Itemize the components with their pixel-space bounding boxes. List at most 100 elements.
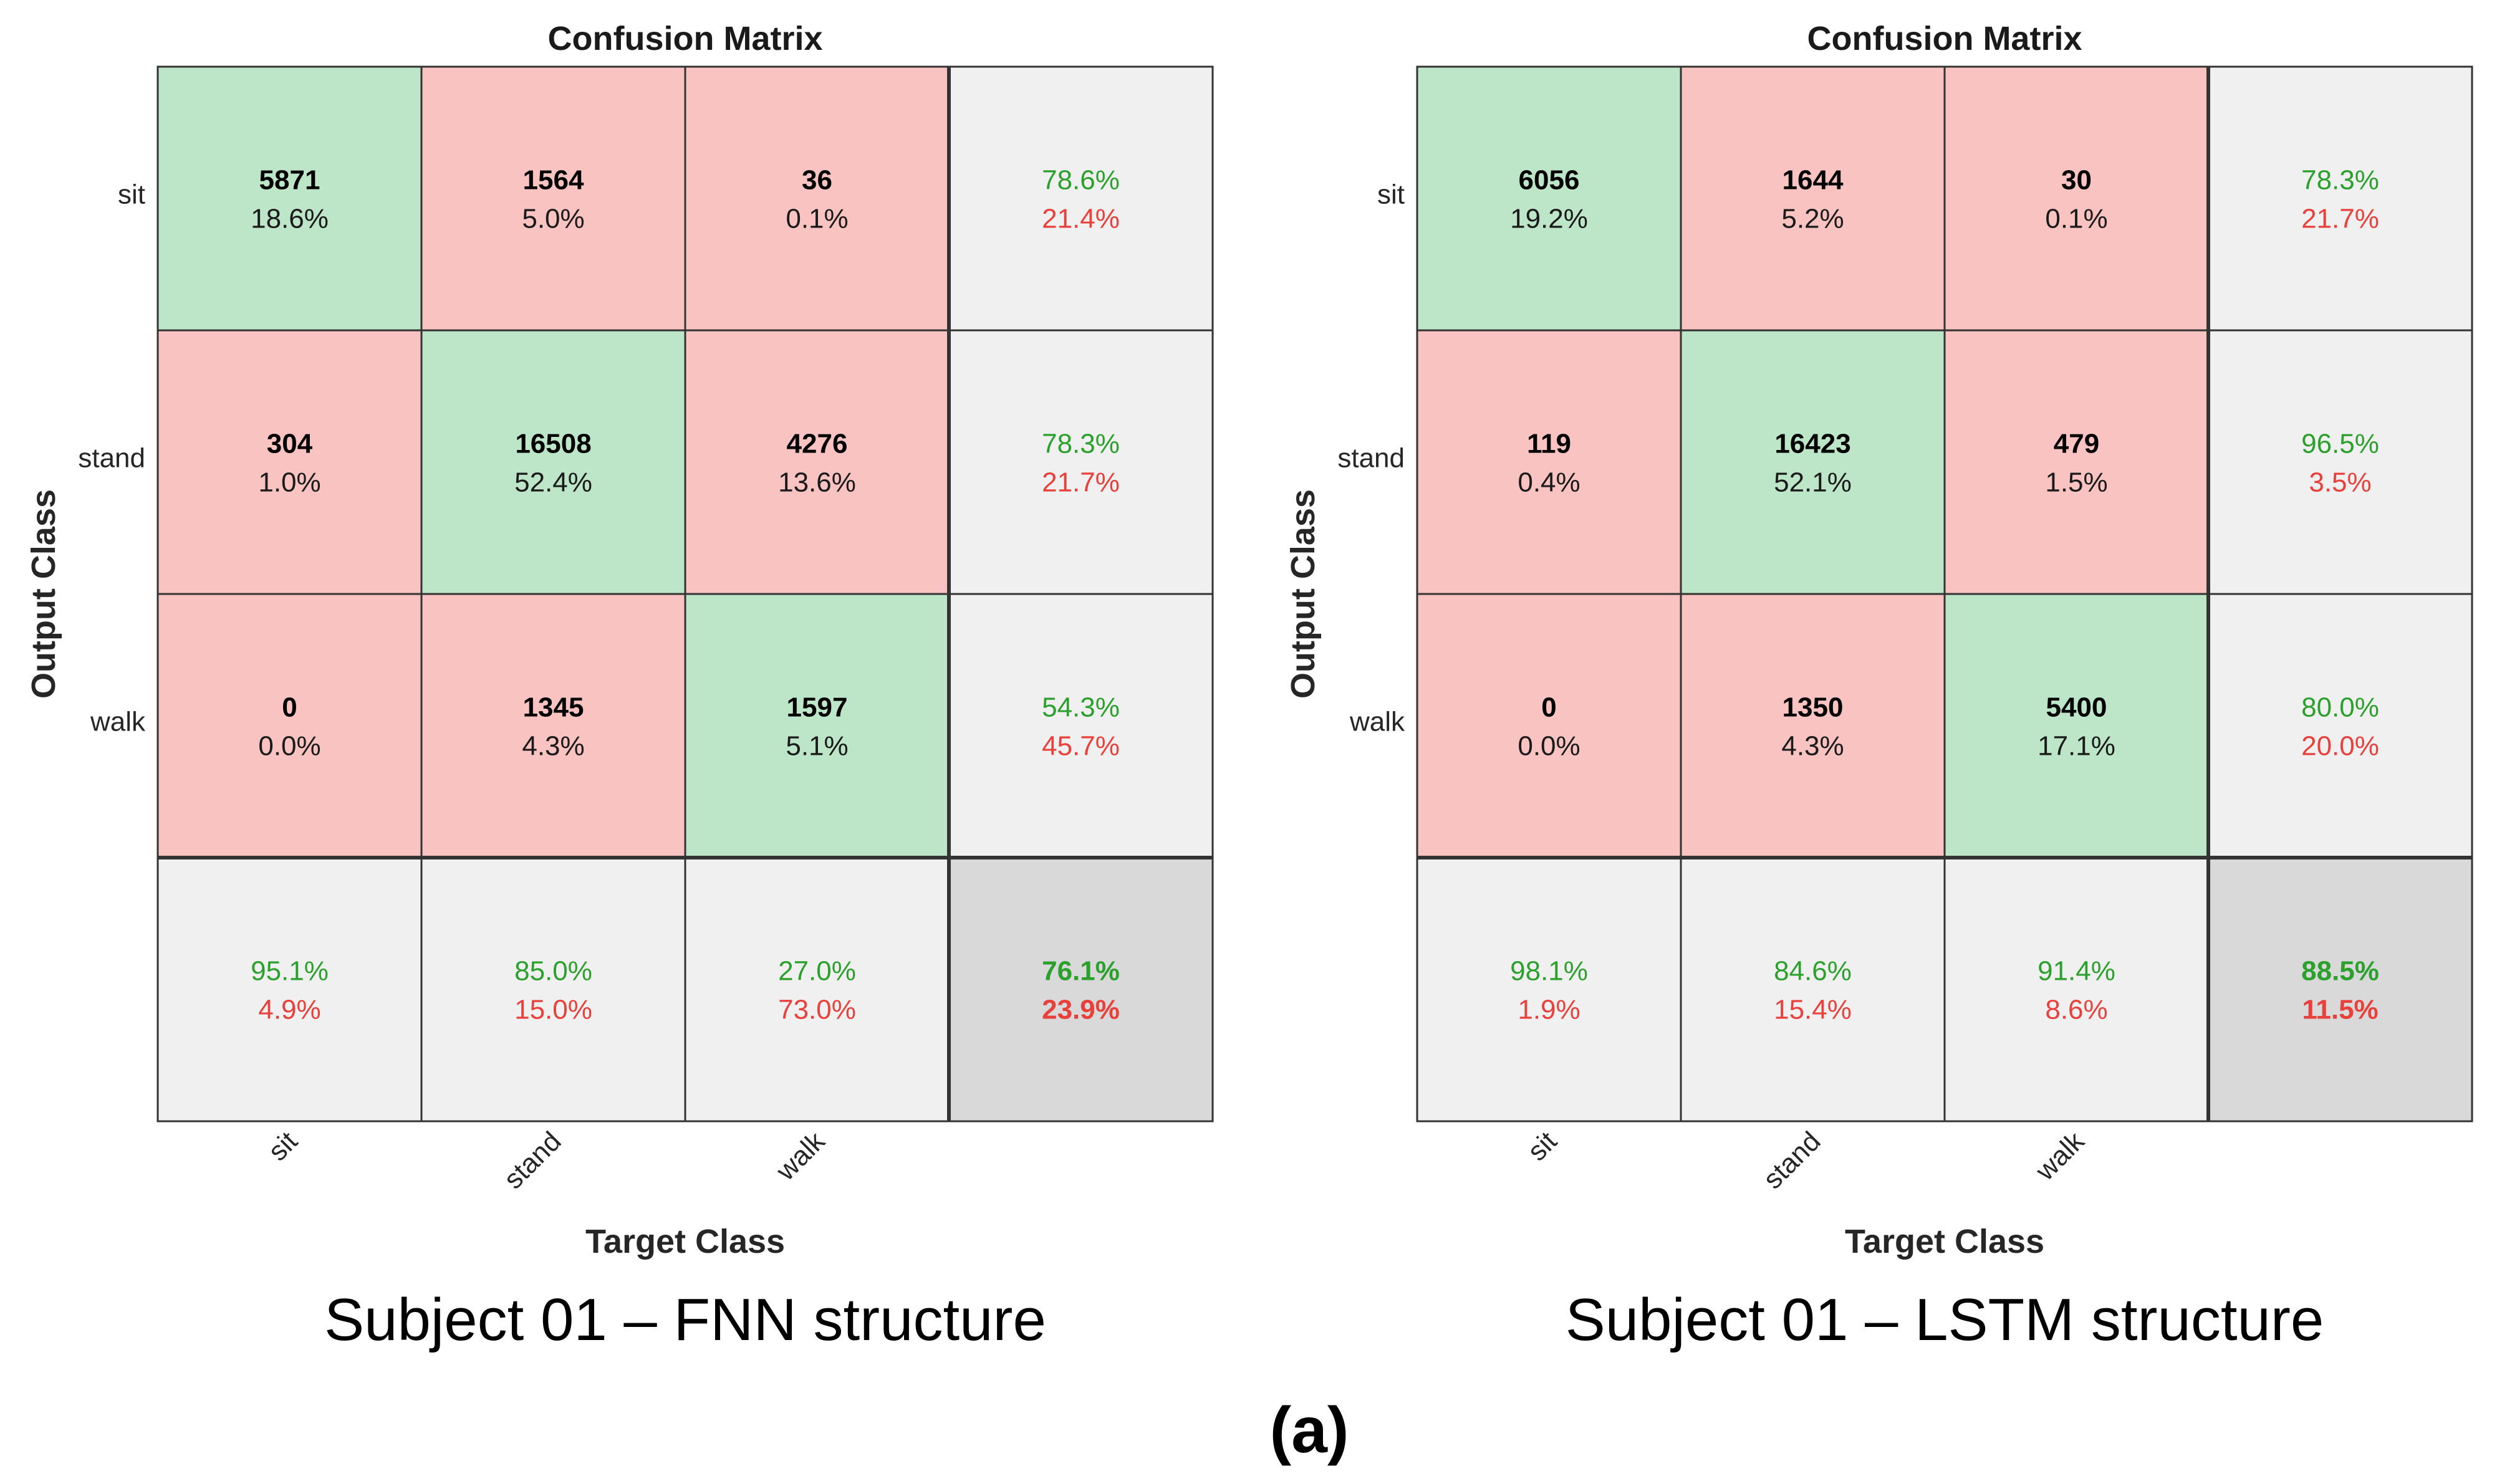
error-cell	[156, 593, 423, 859]
cell-percent: 0.0%	[258, 731, 320, 762]
cell-percent: 5.2%	[1781, 204, 1844, 234]
error-cell	[1416, 329, 1682, 595]
error-cell	[684, 65, 950, 332]
cell-percent: 0.1%	[786, 204, 848, 234]
chart-title: Confusion Matrix	[548, 20, 823, 57]
cell-percent: 1.5%	[2045, 467, 2107, 498]
cell-count: 479	[2054, 429, 2099, 459]
correct-cell	[684, 593, 950, 859]
correct-cell	[1416, 65, 1682, 332]
error-cell	[420, 593, 686, 859]
summary-correct-percent: 98.1%	[1510, 956, 1588, 987]
cell-count: 1350	[1783, 692, 1844, 723]
correct-cell	[156, 65, 423, 332]
confusion-matrix-lstm: Confusion Matrix 6056 19.2% 1644 5.2% 30 0.1% 7…	[1284, 20, 2473, 1353]
y-tick-label: stand	[78, 443, 145, 474]
summary-correct-percent: 88.5%	[2301, 956, 2379, 987]
error-cell	[1416, 593, 1682, 859]
cell-count: 5400	[2046, 692, 2107, 723]
cell-percent: 5.0%	[522, 204, 584, 234]
summary-error-percent: 8.6%	[2045, 995, 2107, 1025]
cell-percent: 13.6%	[778, 467, 856, 498]
cell-count: 1345	[523, 692, 584, 723]
column-summary-cell	[1416, 856, 1682, 1123]
cell-count: 6056	[1519, 165, 1580, 196]
figure-caption: Subject 01 – LSTM structure	[1566, 1286, 2324, 1353]
summary-correct-percent: 78.6%	[1042, 165, 1120, 196]
x-tick-label: stand	[1758, 1126, 1827, 1195]
y-tick-label: sit	[118, 180, 145, 210]
cell-percent: 5.1%	[786, 731, 848, 762]
x-tick-label: walk	[770, 1126, 831, 1187]
correct-cell	[420, 329, 686, 595]
summary-correct-percent: 27.0%	[778, 956, 856, 987]
summary-error-percent: 3.5%	[2309, 467, 2371, 498]
figure-label: (a)	[1269, 1394, 1349, 1467]
summary-correct-percent: 95.1%	[251, 956, 329, 987]
error-cell	[1943, 65, 2210, 332]
cell-count: 1597	[787, 692, 848, 723]
cell-percent: 4.3%	[522, 731, 584, 762]
figure-caption: Subject 01 – FNN structure	[324, 1286, 1046, 1353]
overall-accuracy-cell	[2207, 856, 2473, 1123]
error-cell	[156, 329, 423, 595]
cell-count: 1644	[1783, 165, 1844, 196]
cell-count: 1564	[523, 165, 584, 196]
cell-percent: 52.1%	[1774, 467, 1852, 498]
column-summary-cell	[1680, 856, 1946, 1123]
summary-correct-percent: 84.6%	[1774, 956, 1852, 987]
summary-correct-percent: 91.4%	[2038, 956, 2115, 987]
y-tick-label: walk	[90, 707, 146, 737]
row-summary-cell	[948, 65, 1214, 332]
cell-percent: 18.6%	[251, 204, 329, 234]
summary-error-percent: 45.7%	[1042, 731, 1120, 762]
correct-cell	[1943, 593, 2210, 859]
x-tick-label: walk	[2029, 1126, 2090, 1187]
summary-correct-percent: 76.1%	[1042, 956, 1120, 987]
y-tick-label: stand	[1337, 443, 1405, 474]
summary-error-percent: 23.9%	[1042, 995, 1120, 1025]
summary-error-percent: 21.4%	[1042, 204, 1120, 234]
y-tick-label: sit	[1377, 180, 1405, 210]
cell-percent: 17.1%	[2038, 731, 2115, 762]
x-axis-label: Target Class	[585, 1223, 785, 1260]
cell-count: 30	[2061, 165, 2092, 196]
y-tick-label: walk	[1349, 707, 1405, 737]
summary-correct-percent: 54.3%	[1042, 692, 1120, 723]
summary-correct-percent: 80.0%	[2301, 692, 2379, 723]
cell-percent: 0.4%	[1518, 467, 1580, 498]
summary-error-percent: 73.0%	[778, 995, 856, 1025]
summary-error-percent: 15.4%	[1774, 995, 1852, 1025]
summary-correct-percent: 78.3%	[1042, 429, 1120, 459]
x-tick-label: stand	[498, 1126, 567, 1195]
summary-error-percent: 15.0%	[514, 995, 592, 1025]
column-summary-cell	[156, 856, 423, 1123]
cell-percent: 0.1%	[2045, 204, 2107, 234]
cell-count: 0	[1541, 692, 1556, 723]
y-axis-label: Output Class	[25, 489, 62, 699]
summary-correct-percent: 96.5%	[2301, 429, 2379, 459]
row-summary-cell	[2207, 65, 2473, 332]
cell-count: 16423	[1774, 429, 1850, 459]
cell-percent: 4.3%	[1781, 731, 1844, 762]
error-cell	[1680, 593, 1946, 859]
cell-count: 4276	[787, 429, 848, 459]
confusion-matrix-fnn: Confusion Matrix 5871 18.6% 1564 5.0% 36 0.1% 7…	[25, 20, 1214, 1353]
summary-error-percent: 1.9%	[1518, 995, 1580, 1025]
summary-error-percent: 20.0%	[2301, 731, 2379, 762]
error-cell	[1943, 329, 2210, 595]
column-summary-cell	[1943, 856, 2210, 1123]
row-summary-cell	[948, 329, 1214, 595]
row-summary-cell	[2207, 593, 2473, 859]
x-tick-label: sit	[1522, 1126, 1563, 1167]
y-axis-label: Output Class	[1284, 489, 1322, 699]
summary-correct-percent: 78.3%	[2301, 165, 2379, 196]
chart-title: Confusion Matrix	[1807, 20, 2082, 57]
error-cell	[684, 329, 950, 595]
summary-correct-percent: 85.0%	[514, 956, 592, 987]
summary-error-percent: 4.9%	[258, 995, 320, 1025]
error-cell	[420, 65, 686, 332]
cell-count: 119	[1527, 429, 1571, 459]
cell-percent: 1.0%	[258, 467, 320, 498]
summary-error-percent: 21.7%	[2301, 204, 2379, 234]
